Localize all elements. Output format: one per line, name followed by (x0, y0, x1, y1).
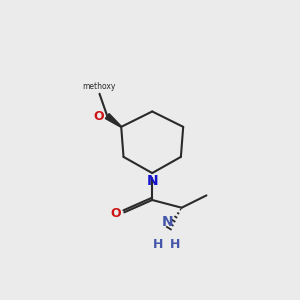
Text: O: O (111, 207, 121, 220)
Text: N: N (162, 215, 173, 229)
Polygon shape (105, 114, 122, 127)
Text: methoxy: methoxy (82, 82, 116, 91)
Text: H: H (153, 238, 164, 251)
Text: O: O (94, 110, 104, 123)
Text: N: N (146, 174, 158, 188)
Text: H: H (170, 238, 181, 251)
